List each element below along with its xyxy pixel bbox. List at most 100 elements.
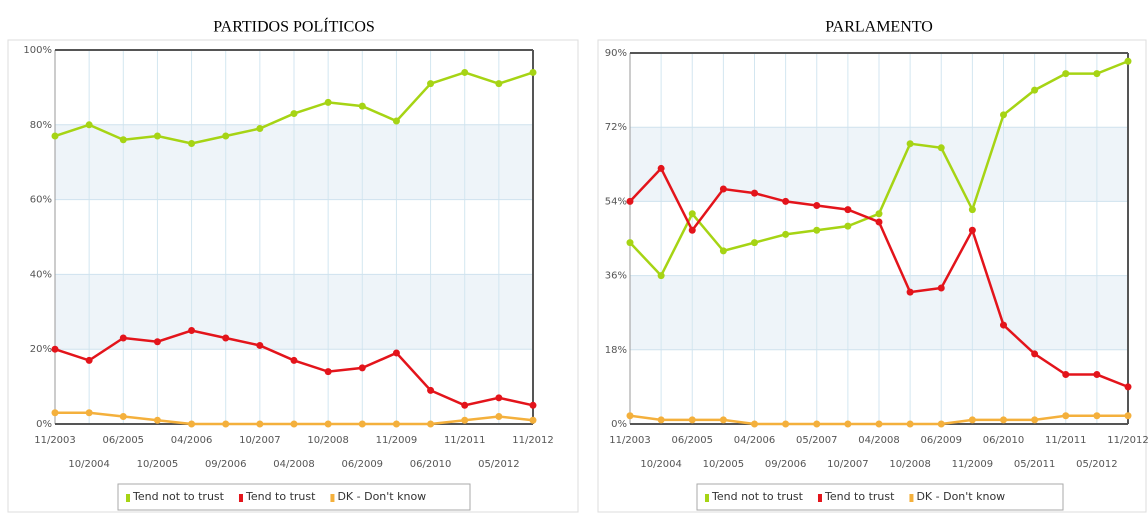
chart-title: PARLAMENTO xyxy=(825,19,933,36)
point xyxy=(1000,111,1007,119)
x-tick-label: 04/2006 xyxy=(734,435,776,446)
point xyxy=(495,80,503,88)
point xyxy=(968,226,976,234)
y-tick-label: 60% xyxy=(30,195,52,206)
point xyxy=(358,102,366,110)
point xyxy=(1093,412,1101,420)
y-tick-label: 36% xyxy=(605,271,627,282)
point xyxy=(1031,86,1039,94)
legend-swatch xyxy=(126,494,130,502)
point xyxy=(906,288,914,296)
point xyxy=(495,413,503,421)
legend-swatch xyxy=(705,494,709,502)
point xyxy=(1062,412,1070,420)
point xyxy=(719,185,727,193)
legend-box xyxy=(117,483,471,511)
x-tick-label: 11/2003 xyxy=(34,435,76,446)
point xyxy=(844,420,852,428)
point xyxy=(358,364,366,372)
legend-label: DK - Don't know xyxy=(916,490,1005,503)
x-tick-label: 05/2012 xyxy=(478,459,520,470)
y-tick-label: 80% xyxy=(30,120,52,131)
point xyxy=(153,132,161,140)
x-tick-label: 10/2005 xyxy=(703,459,745,470)
x-tick-label: 06/2010 xyxy=(983,435,1025,446)
legend-label: Tend to trust xyxy=(245,490,316,503)
point xyxy=(1062,70,1070,78)
point xyxy=(222,420,230,428)
point xyxy=(461,416,469,424)
point xyxy=(324,98,332,106)
legend-swatch xyxy=(909,494,914,502)
point xyxy=(392,420,400,428)
x-tick-label: 09/2006 xyxy=(205,459,247,470)
x-tick-label: 11/2009 xyxy=(376,435,418,446)
point xyxy=(51,409,59,417)
point xyxy=(1124,57,1132,65)
legend-swatch xyxy=(330,494,335,502)
point xyxy=(657,416,665,424)
point xyxy=(782,230,790,238)
x-tick-label: 05/2011 xyxy=(1014,459,1056,470)
point xyxy=(751,239,758,247)
point xyxy=(51,345,59,353)
x-tick-label: 10/2004 xyxy=(68,459,110,470)
point xyxy=(1062,371,1070,379)
x-tick-label: 10/2007 xyxy=(827,459,869,470)
x-tick-label: 11/2012 xyxy=(1107,435,1148,446)
x-tick-label: 11/2011 xyxy=(444,435,486,446)
point xyxy=(782,420,790,428)
point xyxy=(256,341,264,349)
x-tick-label: 11/2012 xyxy=(512,435,554,446)
point xyxy=(222,334,230,342)
point xyxy=(1124,383,1132,391)
point xyxy=(875,420,883,428)
x-tick-label: 10/2008 xyxy=(889,459,931,470)
point xyxy=(529,416,537,424)
point xyxy=(626,197,634,205)
point xyxy=(119,413,127,421)
point xyxy=(256,125,264,133)
x-tick-label: 05/2012 xyxy=(1076,459,1118,470)
point xyxy=(875,218,883,226)
x-tick-label: 06/2009 xyxy=(342,459,384,470)
point xyxy=(937,284,945,292)
point xyxy=(813,420,821,428)
x-tick-label: 11/2003 xyxy=(609,435,651,446)
point xyxy=(1000,321,1007,329)
legend-label: Tend not to trust xyxy=(711,490,804,503)
point xyxy=(719,416,727,424)
point xyxy=(657,272,665,280)
point xyxy=(782,197,790,205)
x-tick-label: 06/2005 xyxy=(103,435,145,446)
point xyxy=(427,386,435,394)
y-tick-label: 0% xyxy=(611,419,627,430)
x-tick-label: 04/2006 xyxy=(171,435,213,446)
y-tick-label: 18% xyxy=(605,345,627,356)
point xyxy=(688,210,696,218)
point xyxy=(153,338,161,346)
point xyxy=(188,327,196,334)
y-tick-label: 100% xyxy=(23,45,52,56)
point xyxy=(85,409,93,417)
point xyxy=(1031,416,1039,424)
point xyxy=(119,136,127,144)
legend-label: Tend not to trust xyxy=(132,490,225,503)
point xyxy=(119,334,127,342)
point xyxy=(290,420,298,428)
point xyxy=(844,206,852,214)
point xyxy=(813,226,821,234)
point xyxy=(751,189,758,197)
y-tick-label: 0% xyxy=(36,419,52,430)
panel xyxy=(7,39,579,513)
x-tick-label: 06/2005 xyxy=(671,435,713,446)
point xyxy=(358,420,366,428)
y-tick-label: 90% xyxy=(605,48,627,59)
point xyxy=(461,68,469,76)
point xyxy=(626,412,634,420)
point xyxy=(626,239,634,247)
point xyxy=(968,206,976,214)
point xyxy=(875,210,883,218)
legend-label: Tend to trust xyxy=(824,490,895,503)
point xyxy=(256,420,264,428)
